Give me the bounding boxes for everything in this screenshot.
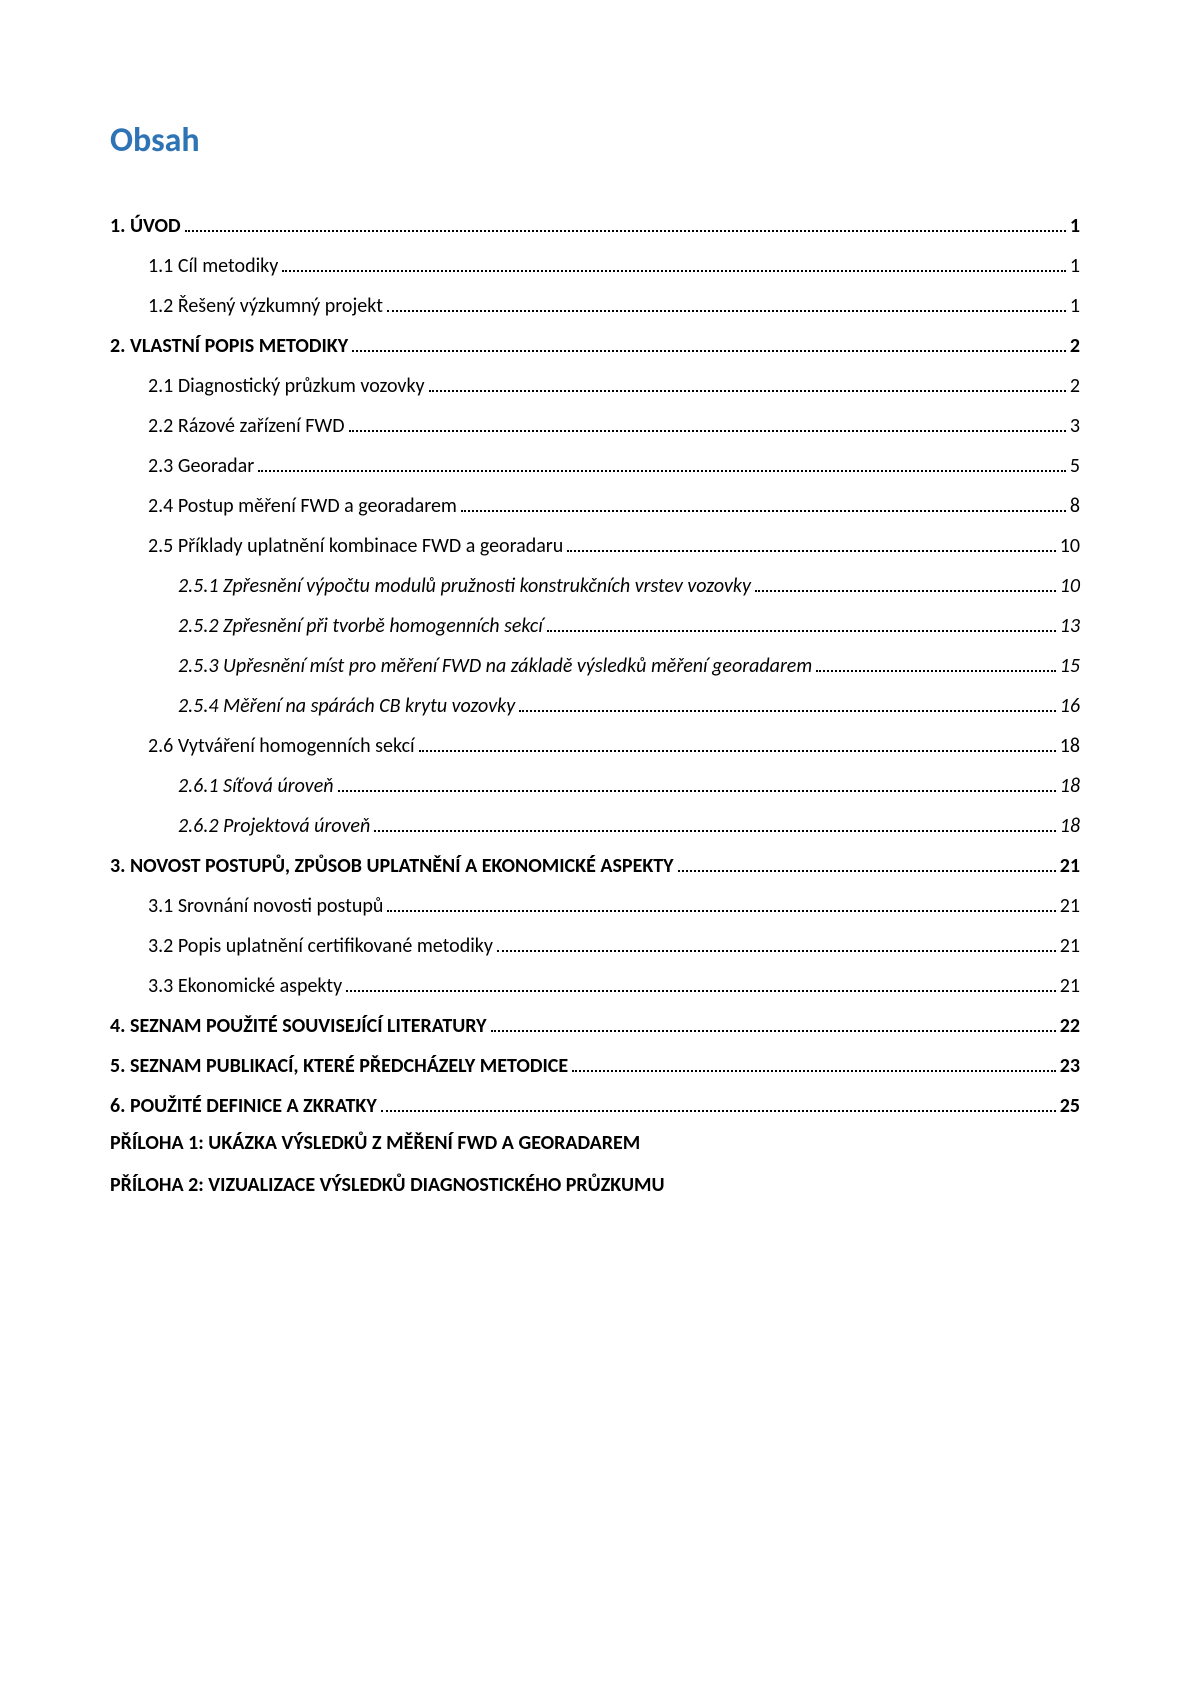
page-title: Obsah (110, 120, 1080, 161)
toc-leader-dots (491, 1030, 1056, 1032)
toc-entry: 2.6.2 Projektová úroveň 18 (178, 811, 1080, 841)
toc-entry-page: 1 (1070, 291, 1080, 321)
toc-entry: 1. ÚVOD 1 (110, 211, 1080, 241)
appendices-list: PŘÍLOHA 1: UKÁZKA VÝSLEDKŮ Z MĚŘENÍ FWD … (110, 1131, 1080, 1197)
toc-leader-dots (387, 910, 1055, 912)
toc-leader-dots (755, 590, 1056, 592)
toc-entry-page: 10 (1060, 571, 1080, 601)
toc-leader-dots (429, 390, 1066, 392)
toc-entry: 2.3 Georadar 5 (148, 451, 1080, 481)
toc-entry-page: 5 (1070, 451, 1080, 481)
toc-entry: 3. NOVOST POSTUPŮ, ZPŮSOB UPLATNĚNÍ A EK… (110, 851, 1080, 881)
toc-entry-label: 3. NOVOST POSTUPŮ, ZPŮSOB UPLATNĚNÍ A EK… (110, 851, 674, 881)
toc-leader-dots (346, 990, 1056, 992)
toc-entry-label: 1.2 Řešený výzkumný projekt (148, 291, 383, 321)
toc-entry-label: 1.1 Cíl metodiky (148, 251, 278, 281)
toc-leader-dots (338, 790, 1056, 792)
toc-entry-page: 3 (1070, 411, 1080, 441)
toc-leader-dots (461, 510, 1066, 512)
toc-entry-label: 2.6 Vytváření homogenních sekcí (148, 731, 415, 761)
toc-entry-label: 1. ÚVOD (110, 211, 181, 241)
toc-entry-label: 2.6.2 Projektová úroveň (178, 811, 370, 841)
toc-entry-page: 25 (1060, 1091, 1080, 1121)
toc-entry-page: 21 (1060, 891, 1080, 921)
toc-leader-dots (816, 670, 1056, 672)
toc-entry-label: 2.5.4 Měření na spárách CB krytu vozovky (178, 691, 515, 721)
toc-entry-label: 2.5.2 Zpřesnění při tvorbě homogenních s… (178, 611, 543, 641)
toc-entry-page: 21 (1060, 851, 1080, 881)
toc-entry: 4. SEZNAM POUŽITÉ SOUVISEJÍCÍ LITERATURY… (110, 1011, 1080, 1041)
toc-entry: 2.5 Příklady uplatnění kombinace FWD a g… (148, 531, 1080, 561)
toc-entry: 2.6 Vytváření homogenních sekcí 18 (148, 731, 1080, 761)
toc-entry-page: 13 (1060, 611, 1080, 641)
toc-leader-dots (374, 830, 1055, 832)
toc-entry-page: 2 (1070, 371, 1080, 401)
toc-entry-page: 21 (1060, 971, 1080, 1001)
toc-leader-dots (185, 230, 1066, 232)
toc-leader-dots (419, 750, 1056, 752)
toc-entry: 2.2 Rázové zařízení FWD 3 (148, 411, 1080, 441)
toc-leader-dots (678, 870, 1056, 872)
toc-entry: 2.5.3 Upřesnění míst pro měření FWD na z… (178, 651, 1080, 681)
toc-leader-dots (352, 350, 1066, 352)
toc-entry-page: 8 (1070, 491, 1080, 521)
toc-entry: 3.3 Ekonomické aspekty 21 (148, 971, 1080, 1001)
toc-entry-page: 1 (1070, 211, 1080, 241)
toc-entry-page: 16 (1060, 691, 1080, 721)
toc-entry-label: 2. VLASTNÍ POPIS METODIKY (110, 331, 348, 361)
toc-entry-page: 1 (1070, 251, 1080, 281)
toc-entry-label: 3.2 Popis uplatnění certifikované metodi… (148, 931, 493, 961)
toc-entry-page: 15 (1060, 651, 1080, 681)
toc-entry: 5. SEZNAM PUBLIKACÍ, KTERÉ PŘEDCHÁZELY M… (110, 1051, 1080, 1081)
toc-entry: 2.5.1 Zpřesnění výpočtu modulů pružnosti… (178, 571, 1080, 601)
toc-entry-page: 2 (1070, 331, 1080, 361)
toc-entry-page: 18 (1060, 771, 1080, 801)
toc-entry: 6. POUŽITÉ DEFINICE A ZKRATKY 25 (110, 1091, 1080, 1121)
toc-leader-dots (282, 270, 1066, 272)
toc-entry: 3.1 Srovnání novosti postupů 21 (148, 891, 1080, 921)
table-of-contents: 1. ÚVOD 11.1 Cíl metodiky 11.2 Řešený vý… (110, 211, 1080, 1121)
toc-entry-page: 18 (1060, 811, 1080, 841)
toc-leader-dots (497, 950, 1056, 952)
toc-entry: 2.5.2 Zpřesnění při tvorbě homogenních s… (178, 611, 1080, 641)
toc-leader-dots (387, 310, 1066, 312)
toc-entry-page: 21 (1060, 931, 1080, 961)
toc-entry-label: 2.5 Příklady uplatnění kombinace FWD a g… (148, 531, 563, 561)
toc-entry-label: 6. POUŽITÉ DEFINICE A ZKRATKY (110, 1091, 377, 1121)
toc-entry-label: 2.3 Georadar (148, 451, 254, 481)
toc-entry-page: 18 (1060, 731, 1080, 761)
toc-entry-page: 22 (1060, 1011, 1080, 1041)
toc-leader-dots (381, 1110, 1056, 1112)
toc-entry: 2.6.1 Síťová úroveň 18 (178, 771, 1080, 801)
toc-entry-label: 2.5.1 Zpřesnění výpočtu modulů pružnosti… (178, 571, 751, 601)
toc-leader-dots (547, 630, 1056, 632)
toc-entry-label: 3.3 Ekonomické aspekty (148, 971, 342, 1001)
toc-entry-page: 10 (1060, 531, 1080, 561)
toc-entry: 2. VLASTNÍ POPIS METODIKY 2 (110, 331, 1080, 361)
toc-entry: 1.1 Cíl metodiky 1 (148, 251, 1080, 281)
toc-leader-dots (519, 710, 1056, 712)
toc-entry-label: 2.6.1 Síťová úroveň (178, 771, 334, 801)
toc-entry: 2.4 Postup měření FWD a georadarem 8 (148, 491, 1080, 521)
toc-entry-label: 2.4 Postup měření FWD a georadarem (148, 491, 457, 521)
toc-entry: 1.2 Řešený výzkumný projekt 1 (148, 291, 1080, 321)
toc-entry-label: 4. SEZNAM POUŽITÉ SOUVISEJÍCÍ LITERATURY (110, 1011, 487, 1041)
toc-leader-dots (258, 470, 1066, 472)
toc-entry-label: 2.2 Rázové zařízení FWD (148, 411, 345, 441)
toc-entry-label: 3.1 Srovnání novosti postupů (148, 891, 383, 921)
toc-leader-dots (572, 1070, 1056, 1072)
toc-entry: 2.1 Diagnostický průzkum vozovky 2 (148, 371, 1080, 401)
toc-entry-page: 23 (1060, 1051, 1080, 1081)
toc-entry-label: 2.5.3 Upřesnění míst pro měření FWD na z… (178, 651, 812, 681)
toc-leader-dots (567, 550, 1055, 552)
toc-leader-dots (349, 430, 1066, 432)
toc-entry-label: 2.1 Diagnostický průzkum vozovky (148, 371, 425, 401)
toc-entry: 2.5.4 Měření na spárách CB krytu vozovky… (178, 691, 1080, 721)
toc-entry: 3.2 Popis uplatnění certifikované metodi… (148, 931, 1080, 961)
toc-entry-label: 5. SEZNAM PUBLIKACÍ, KTERÉ PŘEDCHÁZELY M… (110, 1051, 568, 1081)
appendix-entry: PŘÍLOHA 2: VIZUALIZACE VÝSLEDKŮ DIAGNOST… (110, 1173, 1080, 1197)
appendix-entry: PŘÍLOHA 1: UKÁZKA VÝSLEDKŮ Z MĚŘENÍ FWD … (110, 1131, 1080, 1155)
